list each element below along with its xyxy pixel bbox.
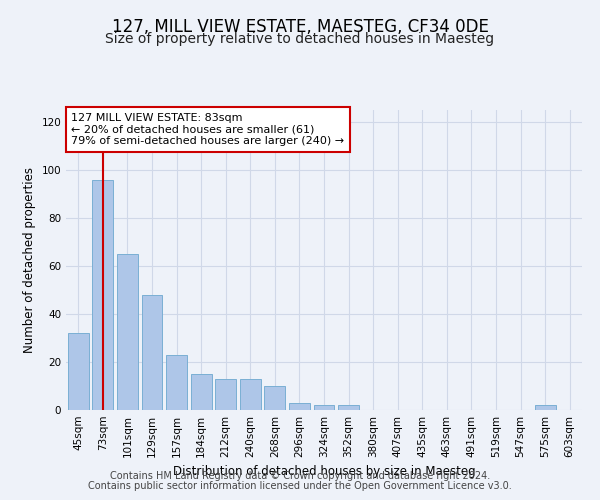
- Text: Contains public sector information licensed under the Open Government Licence v3: Contains public sector information licen…: [88, 481, 512, 491]
- Bar: [92, 180, 113, 410]
- Bar: [215, 379, 236, 410]
- Text: 127, MILL VIEW ESTATE, MAESTEG, CF34 0DE: 127, MILL VIEW ESTATE, MAESTEG, CF34 0DE: [112, 18, 488, 36]
- Text: Size of property relative to detached houses in Maesteg: Size of property relative to detached ho…: [106, 32, 494, 46]
- Bar: [338, 405, 359, 410]
- Bar: [68, 333, 89, 410]
- Bar: [314, 405, 334, 410]
- Bar: [166, 355, 187, 410]
- Text: Contains HM Land Registry data © Crown copyright and database right 2024.: Contains HM Land Registry data © Crown c…: [110, 471, 490, 481]
- Bar: [289, 403, 310, 410]
- Bar: [142, 295, 163, 410]
- Bar: [117, 254, 138, 410]
- Bar: [265, 386, 286, 410]
- Y-axis label: Number of detached properties: Number of detached properties: [23, 167, 36, 353]
- Text: 127 MILL VIEW ESTATE: 83sqm
← 20% of detached houses are smaller (61)
79% of sem: 127 MILL VIEW ESTATE: 83sqm ← 20% of det…: [71, 113, 344, 146]
- Bar: [535, 405, 556, 410]
- Bar: [191, 374, 212, 410]
- X-axis label: Distribution of detached houses by size in Maesteg: Distribution of detached houses by size …: [173, 466, 475, 478]
- Bar: [240, 379, 261, 410]
